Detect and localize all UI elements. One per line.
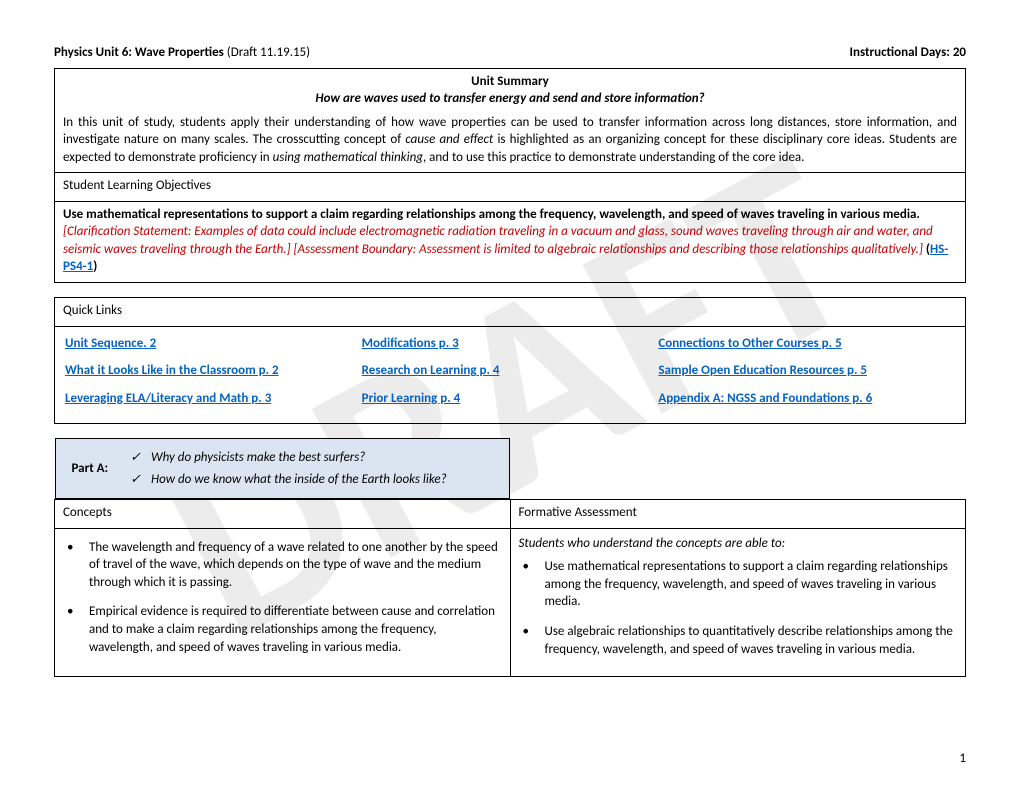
ql-link[interactable]: What it Looks Like in the Classroom p. 2 (65, 363, 279, 378)
ql-link[interactable]: Modifications p. 3 (362, 336, 459, 351)
title-bold: Physics Unit 6: Wave Properties (54, 45, 224, 60)
unit-summary-table: Unit Summary How are waves used to trans… (54, 68, 966, 283)
part-a-table: Part A: Why do physicists make the best … (54, 438, 966, 677)
concepts-cell: The wavelength and frequency of a wave r… (55, 528, 511, 676)
page-content: Physics Unit 6: Wave Properties (Draft 1… (54, 44, 966, 677)
ql-link[interactable]: Leveraging ELA/Literacy and Math p. 3 (65, 391, 271, 406)
ql-link[interactable]: Research on Learning p. 4 (362, 363, 500, 378)
summary-post: , and to use this practice to demonstrat… (423, 150, 805, 165)
slo-lead: Use mathematical representations to supp… (63, 207, 920, 222)
summary-em2: using mathematical thinking (273, 150, 423, 165)
formative-item: Use mathematical representations to supp… (519, 558, 958, 611)
summary-em1: cause and effect (405, 132, 493, 147)
ql-link[interactable]: Unit Sequence. 2 (65, 336, 156, 351)
concept-item: Empirical evidence is required to differ… (63, 603, 502, 656)
concept-item: The wavelength and frequency of a wave r… (63, 539, 502, 592)
page-header: Physics Unit 6: Wave Properties (Draft 1… (54, 44, 966, 62)
page-number: 1 (959, 750, 966, 768)
slo-heading: Student Learning Objectives (55, 173, 966, 202)
formative-intro: Students who understand the concepts are… (519, 535, 958, 553)
quick-links-heading: Quick Links (55, 298, 966, 327)
slo-body: Use mathematical representations to supp… (55, 201, 966, 282)
part-a-q1: Why do physicists make the best surfers? (130, 449, 446, 467)
title-suffix: (Draft 11.19.15) (224, 45, 310, 60)
part-a-label: Part A: (64, 460, 109, 478)
slo-clarification: [Clarification Statement: Examples of da… (63, 224, 933, 257)
quick-links-table: Quick Links Unit Sequence. 2 Modificatio… (54, 297, 966, 424)
unit-summary-heading: Unit Summary (63, 73, 957, 91)
ql-link[interactable]: Appendix A: NGSS and Foundations p. 6 (658, 391, 872, 406)
formative-heading: Formative Assessment (510, 500, 966, 529)
concepts-heading: Concepts (55, 500, 511, 529)
ql-link[interactable]: Prior Learning p. 4 (362, 391, 461, 406)
header-title: Physics Unit 6: Wave Properties (Draft 1… (54, 44, 310, 62)
ql-link[interactable]: Connections to Other Courses p. 5 (658, 336, 841, 351)
quick-links-grid: Unit Sequence. 2 Modifications p. 3 Conn… (63, 331, 957, 418)
formative-item: Use algebraic relationships to quantitat… (519, 623, 958, 658)
instructional-days: Instructional Days: 20 (850, 44, 967, 62)
formative-cell: Students who understand the concepts are… (510, 528, 966, 676)
unit-summary-body: In this unit of study, students apply th… (63, 114, 957, 167)
part-a-q2: How do we know what the inside of the Ea… (130, 471, 446, 489)
part-a-questions: Why do physicists make the best surfers?… (130, 445, 446, 492)
unit-summary-question: How are waves used to transfer energy an… (63, 90, 957, 108)
ql-link[interactable]: Sample Open Education Resources p. 5 (658, 363, 867, 378)
